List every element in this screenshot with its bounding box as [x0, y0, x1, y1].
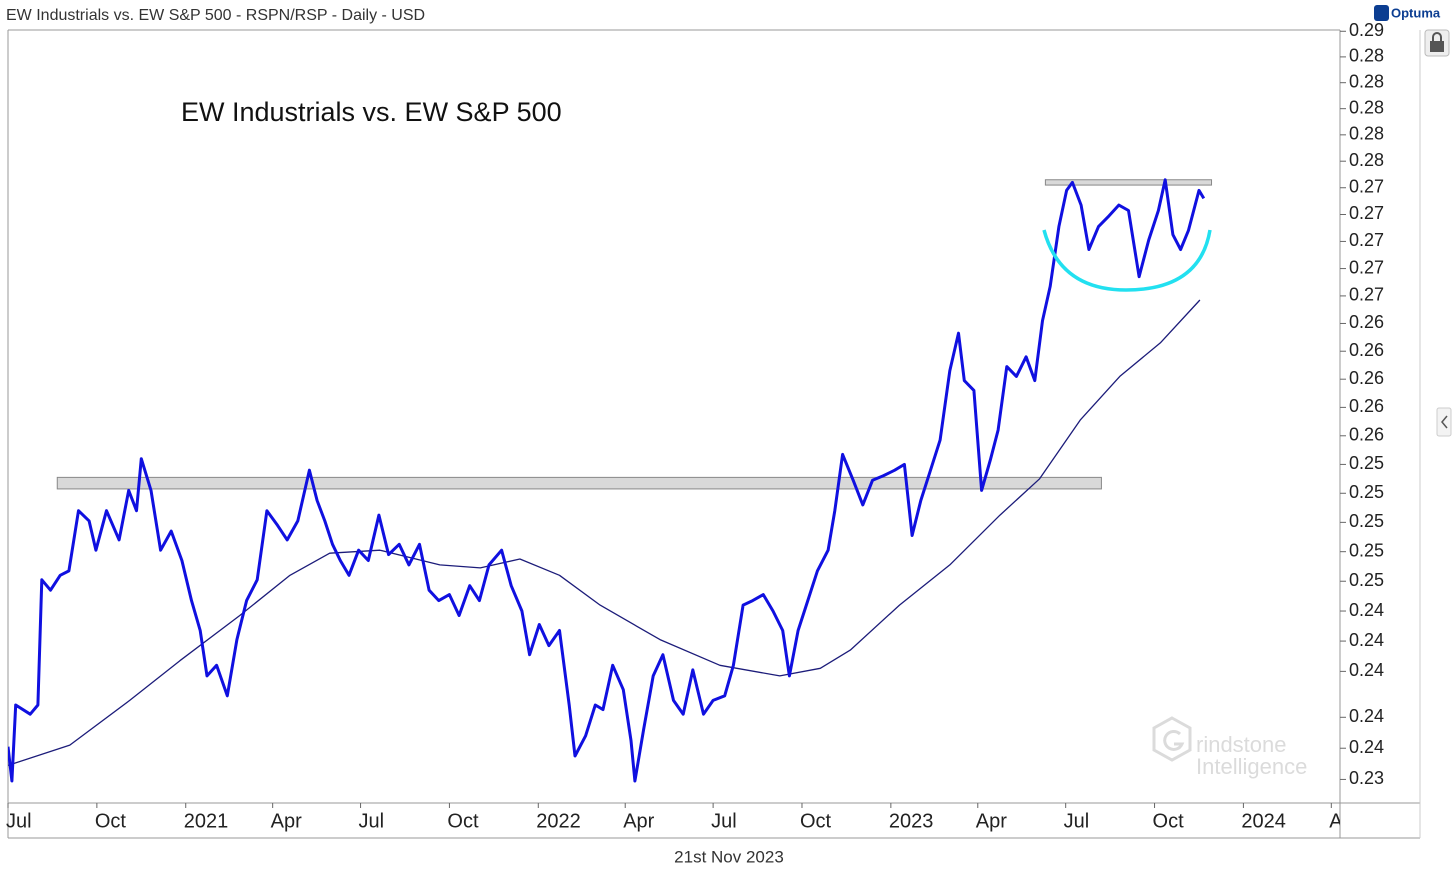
y-tick-label: 0.27 — [1349, 176, 1384, 196]
x-tick-label: 2023 — [889, 810, 934, 832]
y-tick-label: 0.24 — [1349, 600, 1384, 620]
collapse-button[interactable] — [1436, 407, 1452, 437]
resistance-band — [56, 476, 1102, 490]
resistance-band — [1044, 179, 1213, 186]
y-tick-label: 0.24 — [1349, 737, 1384, 757]
y-tick-label: 0.23 — [1349, 768, 1384, 788]
y-tick-label: 0.27 — [1349, 230, 1384, 250]
x-tick-label: 2024 — [1241, 810, 1286, 832]
x-tick-label: Jul — [1064, 810, 1090, 832]
y-tick-label: 0.26 — [1349, 368, 1384, 388]
y-tick-label: 0.27 — [1349, 257, 1384, 277]
x-tick-label: Oct — [447, 810, 479, 832]
watermark-text: rindstone — [1196, 732, 1287, 757]
x-tick-label: Oct — [800, 810, 832, 832]
header: EW Industrials vs. EW S&P 500 - RSPN/RSP… — [6, 7, 425, 24]
y-tick-label: 0.28 — [1349, 71, 1384, 91]
y-tick-label: 0.26 — [1349, 425, 1384, 445]
y-tick-label: 0.28 — [1349, 150, 1384, 170]
x-tick-label: Jul — [359, 810, 385, 832]
x-tick-label: Apr — [271, 810, 302, 832]
y-tick-label: 0.26 — [1349, 340, 1384, 360]
y-tick-label: 0.27 — [1349, 203, 1384, 223]
y-tick-label: 0.28 — [1349, 46, 1384, 66]
x-tick-label: 2022 — [536, 810, 581, 832]
x-tick-label: Apr — [1329, 810, 1360, 832]
x-tick-label: 2021 — [184, 810, 229, 832]
pattern-arc — [1042, 229, 1212, 292]
lock-icon[interactable] — [1424, 29, 1450, 57]
y-tick-label: 0.26 — [1349, 312, 1384, 332]
x-tick-label: Oct — [1153, 810, 1185, 832]
y-tick-label: 0.25 — [1349, 482, 1384, 502]
series-line — [8, 178, 1206, 783]
x-axis-labels: Jul Oct 2021 Apr Jul Oct 2022 Apr Jul Oct 2023 Apr J… — [6, 810, 1360, 832]
brand: Optuma — [1391, 5, 1441, 20]
watermark: rindstone Intelligence — [1152, 716, 1307, 779]
y-tick-label: 0.25 — [1349, 511, 1384, 531]
x-tick-label: Oct — [95, 810, 127, 832]
chart-title: EW Industrials vs. EW S&P 500 — [181, 97, 562, 127]
plot-area — [8, 178, 1213, 783]
x-tick-label: Apr — [976, 810, 1007, 832]
y-tick-label: 0.25 — [1349, 453, 1384, 473]
y-tick-label: 0.26 — [1349, 396, 1384, 416]
y-tick-label: 0.28 — [1349, 97, 1384, 117]
x-tick-label: Jul — [6, 810, 32, 832]
y-tick-label: 0.25 — [1349, 540, 1384, 560]
y-tick-label: 0.24 — [1349, 706, 1384, 726]
y-tick-label: 0.27 — [1349, 285, 1384, 305]
y-tick-label: 0.25 — [1349, 570, 1384, 590]
footer: 21st Nov 2023 — [674, 847, 784, 866]
y-tick-label: 0.29 — [1349, 20, 1384, 40]
y-tick-label: 0.24 — [1349, 630, 1384, 650]
series-line — [8, 299, 1201, 767]
x-tick-label: Jul — [711, 810, 737, 832]
brand-icon — [1374, 5, 1389, 21]
watermark-text: Intelligence — [1196, 754, 1307, 779]
y-tick-label: 0.28 — [1349, 124, 1384, 144]
y-tick-label: 0.24 — [1349, 660, 1384, 680]
x-tick-label: Apr — [623, 810, 654, 832]
